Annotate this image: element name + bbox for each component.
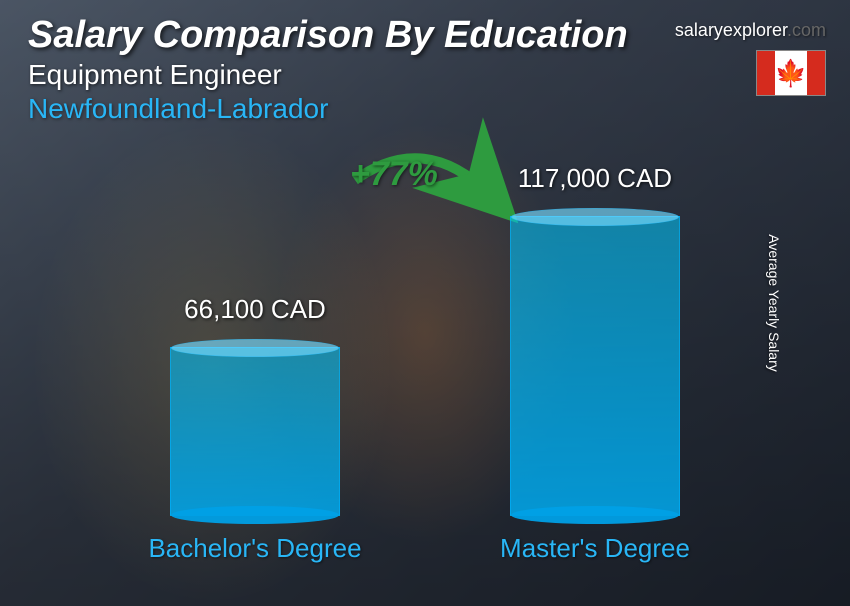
infographic-canvas: Salary Comparison By Education Equipment… <box>0 0 850 606</box>
bar-body <box>510 216 680 516</box>
canada-flag-icon: 🍁 <box>756 50 826 96</box>
flag-stripe-left <box>757 51 775 95</box>
source-suffix: .com <box>787 20 826 40</box>
bar-value-label: 117,000 CAD <box>465 163 725 194</box>
source-name: salaryexplorer <box>675 20 787 40</box>
bar-body <box>170 347 340 516</box>
bar-bottom-ellipse <box>511 506 679 524</box>
location-label: Newfoundland-Labrador <box>28 93 822 125</box>
bar-top-ellipse <box>511 208 679 226</box>
chart-area: 66,100 CAD Bachelor's Degree 117,000 CAD Ma… <box>110 180 740 576</box>
bar-value-label: 66,100 CAD <box>125 294 385 325</box>
maple-leaf-icon: 🍁 <box>775 60 807 86</box>
bar-category-label: Master's Degree <box>455 533 735 564</box>
flag-stripe-right <box>807 51 825 95</box>
bar-bottom-ellipse <box>171 506 339 524</box>
bar-1: 117,000 CAD <box>510 216 680 516</box>
flag-center: 🍁 <box>775 51 807 95</box>
bar-category-label: Bachelor's Degree <box>115 533 395 564</box>
job-title: Equipment Engineer <box>28 59 822 91</box>
bar-top-ellipse <box>171 339 339 357</box>
source-attribution: salaryexplorer.com <box>675 20 826 41</box>
bar-0: 66,100 CAD <box>170 347 340 516</box>
y-axis-label: Average Yearly Salary <box>765 234 781 372</box>
